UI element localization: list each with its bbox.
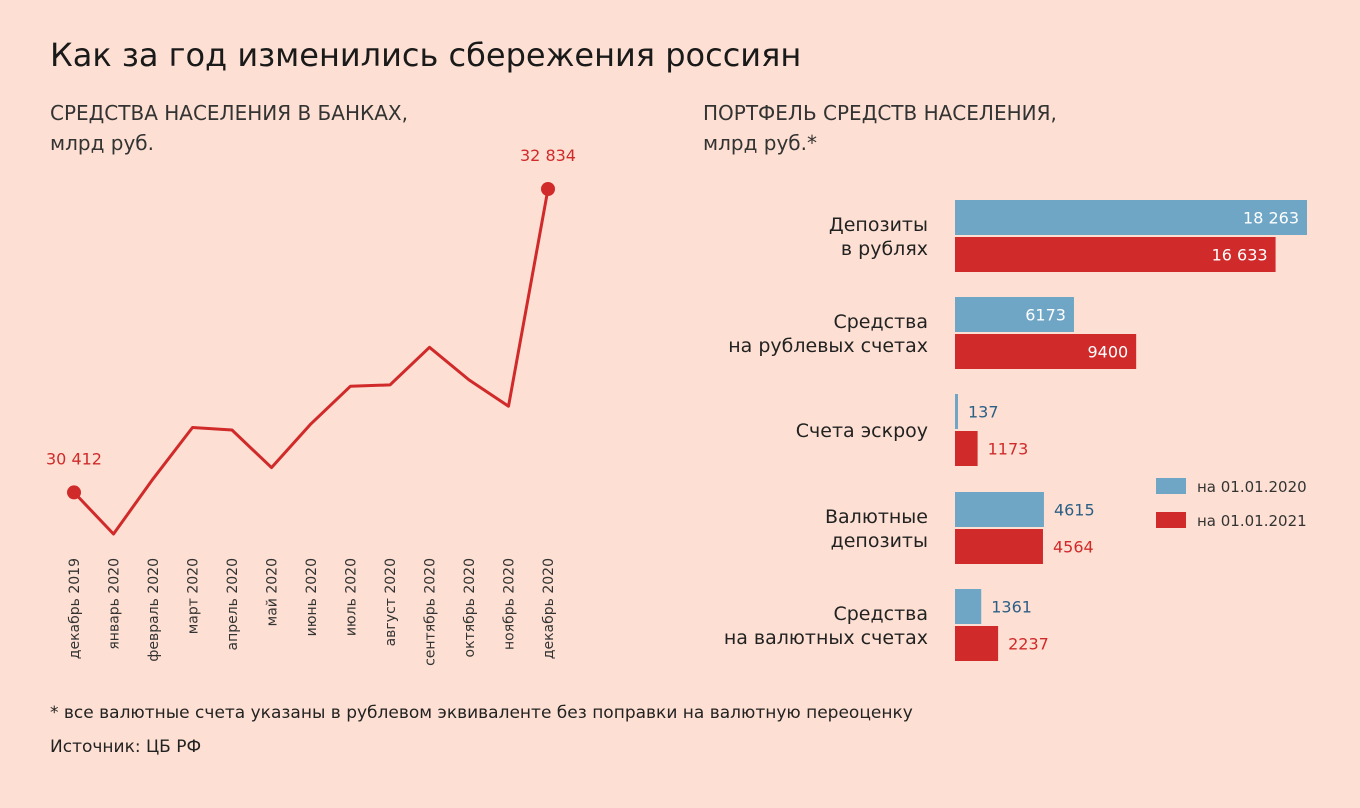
x-tick-label: июнь 2020 <box>304 558 320 636</box>
footnote: * все валютные счета указаны в рублевом … <box>50 703 913 723</box>
bar-value-label: 16 633 <box>1212 246 1268 265</box>
bar <box>955 200 1307 235</box>
bar-value-label: 137 <box>968 403 999 422</box>
bar-value-label: 1173 <box>988 440 1029 459</box>
x-tick-label: март 2020 <box>186 558 202 634</box>
bar <box>955 431 978 466</box>
bar <box>955 492 1044 527</box>
bar-value-label: 18 263 <box>1243 209 1299 228</box>
x-tick-label: июль 2020 <box>344 558 360 636</box>
line-series <box>72 188 550 536</box>
line-endpoint-marker <box>67 485 81 500</box>
x-tick-label: январь 2020 <box>107 558 123 650</box>
category-label: в рублях <box>841 238 928 260</box>
bar-value-label: 4564 <box>1053 538 1094 557</box>
x-tick-label: ноябрь 2020 <box>502 558 518 650</box>
bar-value-label: 2237 <box>1008 635 1049 654</box>
legend-swatch <box>1156 512 1186 528</box>
x-tick-label: октябрь 2020 <box>462 558 478 657</box>
bar <box>955 334 1137 369</box>
category-label: на рублевых счетах <box>728 335 928 357</box>
legend-label: на 01.01.2021 <box>1197 512 1307 530</box>
category-label: Счета эскроу <box>796 420 928 442</box>
bar-chart-title-line-2: млрд руб.* <box>703 131 817 155</box>
bar <box>955 589 982 624</box>
x-tick-label: декабрь 2020 <box>541 558 557 659</box>
data-label: 32 834 <box>520 146 576 165</box>
line-chart: 30 412 32 834 декабрь 2019 январь 2020 февра… <box>46 146 576 666</box>
line-chart-title: СРЕДСТВА НАСЕЛЕНИЯ В БАНКАХ, млрд руб. <box>50 98 408 158</box>
category-label: на валютных счетах <box>724 627 928 649</box>
bar <box>955 297 1074 332</box>
x-tick-label: февраль 2020 <box>146 558 162 662</box>
category-label: Депозиты <box>829 214 928 236</box>
bar-value-label: 4615 <box>1054 501 1095 520</box>
bar-value-label: 1361 <box>991 598 1032 617</box>
bar <box>955 237 1276 272</box>
bar-chart-title: ПОРТФЕЛЬ СРЕДСТВ НАСЕЛЕНИЯ, млрд руб.* <box>703 98 1057 158</box>
bar <box>955 394 958 429</box>
bar-value-label: 6173 <box>1025 306 1066 325</box>
legend-label: на 01.01.2020 <box>1197 478 1307 496</box>
category-label: Валютные <box>825 506 928 528</box>
source-note: Источник: ЦБ РФ <box>50 737 202 757</box>
bar <box>955 529 1043 564</box>
category-label: Средства <box>833 311 928 333</box>
category-label: депозиты <box>831 530 928 552</box>
x-tick-label: сентябрь 2020 <box>423 558 439 666</box>
x-tick-label: декабрь 2019 <box>67 558 83 659</box>
data-label: 30 412 <box>46 449 102 468</box>
line-chart-title-line-1: СРЕДСТВА НАСЕЛЕНИЯ В БАНКАХ, <box>50 101 408 125</box>
x-tick-label: май 2020 <box>265 558 281 626</box>
x-tick-label: апрель 2020 <box>225 558 241 651</box>
legend-swatch <box>1156 478 1186 494</box>
line-endpoint-marker <box>541 182 555 196</box>
x-tick-label: август 2020 <box>383 558 399 646</box>
bar-value-label: 9400 <box>1087 343 1128 362</box>
category-label: Средства <box>833 603 928 625</box>
bar-chart-title-line-1: ПОРТФЕЛЬ СРЕДСТВ НАСЕЛЕНИЯ, <box>703 101 1057 125</box>
bar <box>955 626 999 661</box>
page-title: Как за год изменились сбережения россиян <box>50 36 802 74</box>
line-chart-title-line-2: млрд руб. <box>50 131 154 155</box>
